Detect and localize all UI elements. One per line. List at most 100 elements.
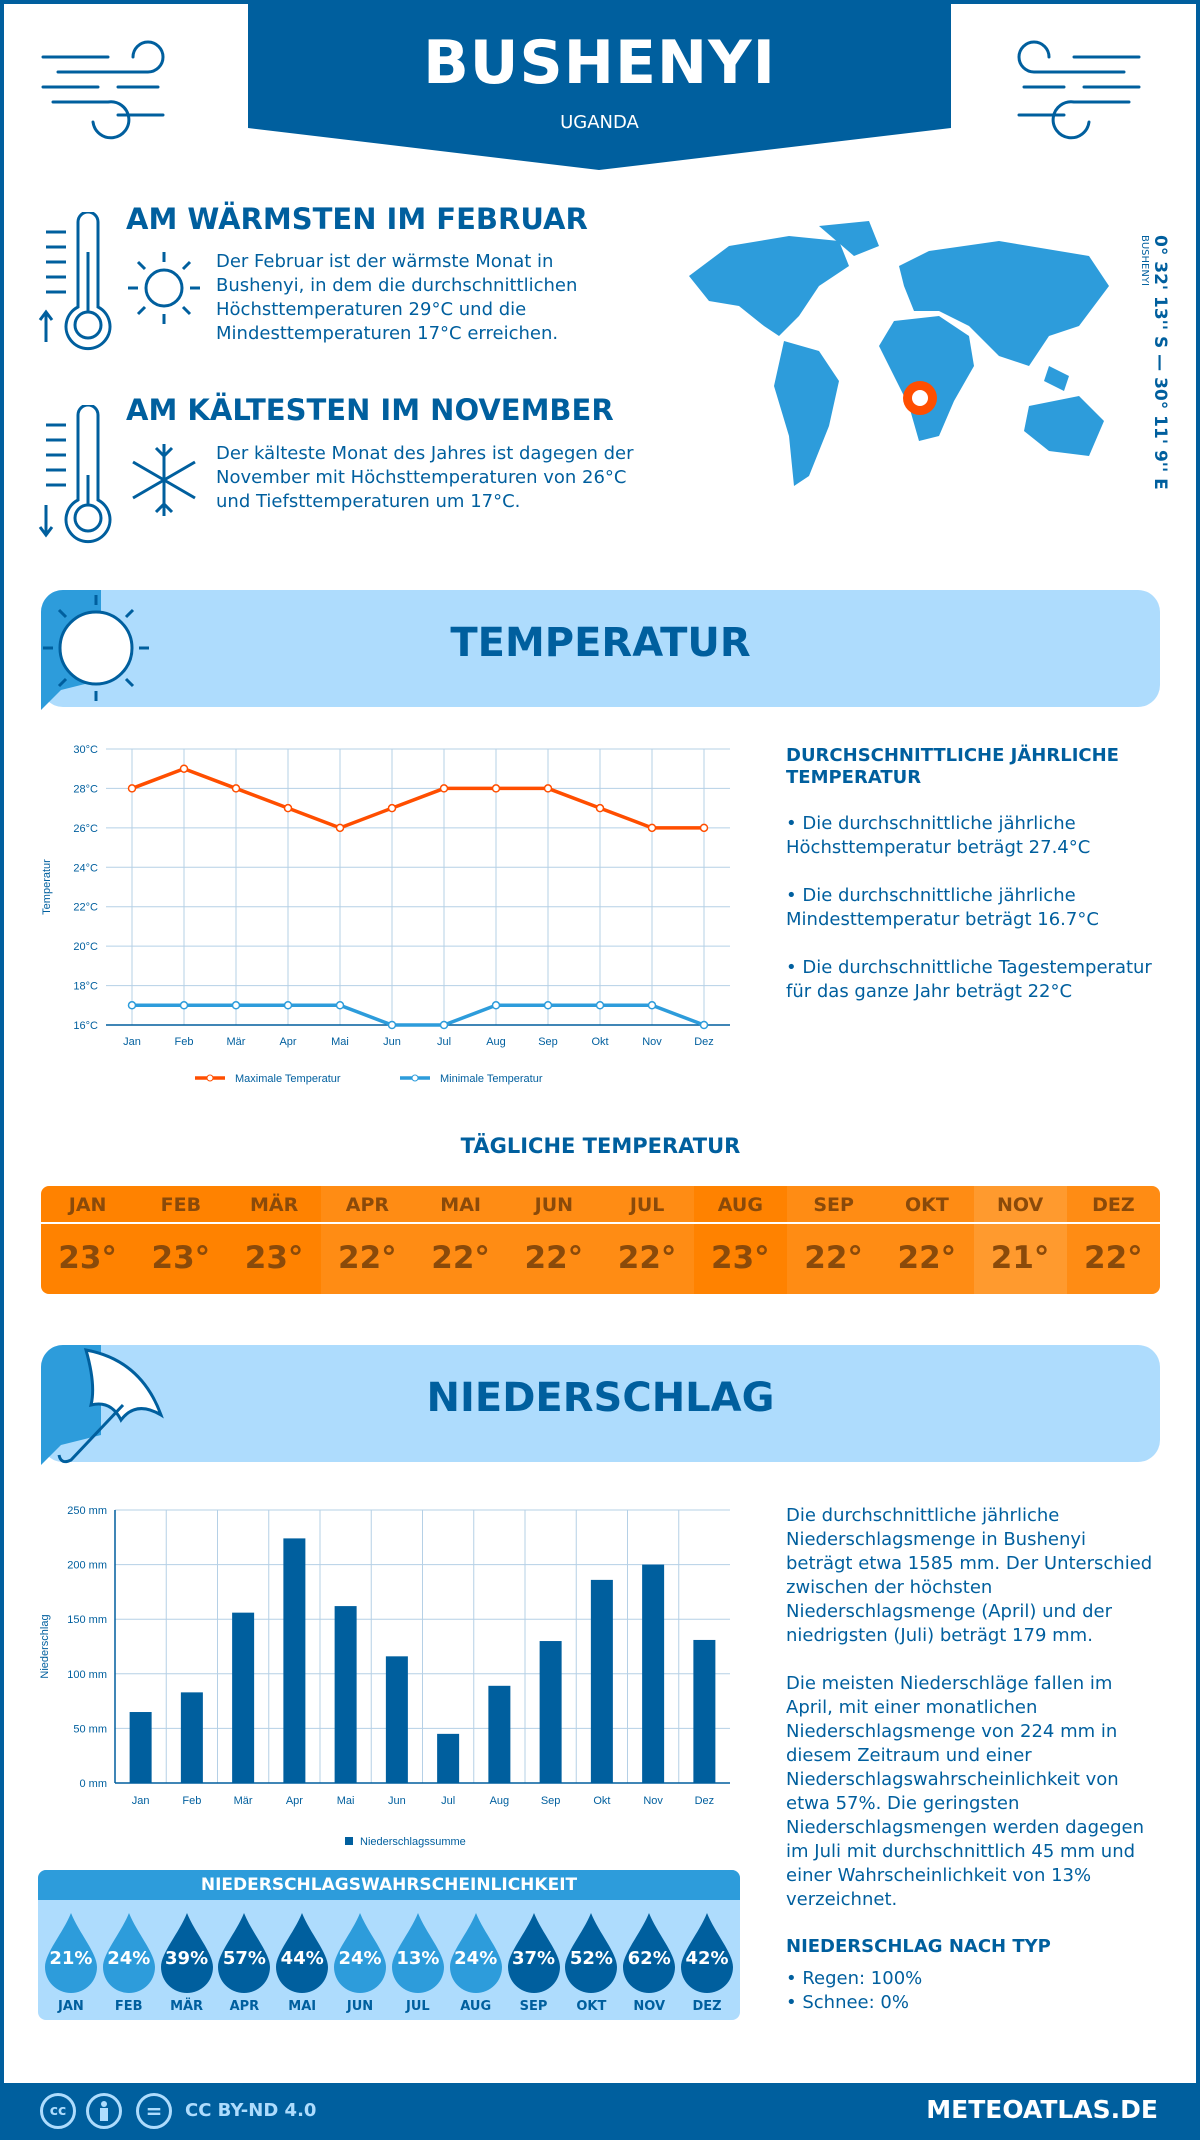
x-tick-label: Jun [383, 1036, 401, 1048]
y-tick-label: 26°C [73, 823, 98, 835]
warmest-text: Der Februar ist der wärmste Monat in Bus… [216, 251, 578, 344]
footer: cc = CC BY-ND 4.0 METEOATLAS.DE [0, 2083, 1200, 2140]
data-point [491, 1001, 501, 1010]
bar [539, 1641, 562, 1783]
annual-temp-bullets: • Die durchschnittliche jährliche Höchst… [786, 812, 1156, 1004]
data-point [231, 784, 241, 793]
legend-swatch [345, 1837, 353, 1845]
world-map [689, 221, 1109, 486]
raindrop-icon [102, 1913, 155, 1993]
x-tick-label: Apr [286, 1795, 303, 1807]
y-tick-label: 16°C [73, 1020, 98, 1032]
probability-month: OKT [576, 1999, 607, 2014]
place-label: BUSHENYI [1139, 235, 1150, 286]
probability-month: JUN [346, 1999, 374, 2014]
probability-drop: 24% AUG [447, 1900, 505, 2014]
location-marker-icon [903, 381, 937, 415]
coldest-heading: AM KÄLTESTEN IM NOVEMBER [126, 393, 614, 427]
daily-value: 23° [151, 1240, 211, 1276]
daily-value: 22° [897, 1240, 957, 1276]
raindrop-icon [391, 1913, 444, 1993]
probability-value: 37% [511, 1948, 556, 1969]
x-tick-label: Apr [279, 1036, 296, 1048]
sun-large-icon [41, 590, 149, 710]
coldest-text: Der kälteste Monat des Jahres ist dagege… [216, 443, 634, 512]
data-point [491, 784, 501, 793]
x-tick-label: Okt [593, 1795, 610, 1807]
x-tick-label: Nov [642, 1036, 662, 1048]
probability-month: NOV [633, 1999, 666, 2014]
daily-month: JUN [507, 1186, 601, 1224]
raindrop-icon [565, 1913, 618, 1993]
series-line-0 [131, 766, 704, 830]
daily-temp-cell: FEB 23° [134, 1186, 228, 1294]
probability-drop: 62% NOV [620, 1900, 678, 2014]
daily-temp-cell: MÄR 23° [227, 1186, 321, 1294]
data-point [283, 1001, 293, 1010]
daily-value: 22° [524, 1240, 584, 1276]
y-tick-label: 100 mm [67, 1669, 107, 1681]
daily-temp-cell: DEZ 22° [1066, 1186, 1160, 1294]
daily-value: 23° [58, 1240, 117, 1276]
daily-temp-title: TÄGLICHE TEMPERATUR [460, 1134, 741, 1158]
type-rain: • Regen: 100% [786, 1968, 923, 1989]
coordinates: 0° 32' 13'' S — 30° 11' 9'' E [1150, 235, 1170, 490]
daily-value: 22° [431, 1240, 490, 1276]
x-tick-label: Dez [694, 1036, 714, 1048]
probability-drop: 21% JAN [42, 1900, 100, 2014]
temperature-title: TEMPERATUR [450, 620, 751, 666]
raindrop-icon [160, 1913, 213, 1993]
site-link[interactable]: METEOATLAS.DE [926, 2095, 1158, 2124]
thermometer-warm-icon [38, 212, 112, 351]
x-tick-label: Jan [132, 1795, 150, 1807]
bar [590, 1579, 613, 1783]
precip-probability-panel: NIEDERSCHLAGSWAHRSCHEINLICHKEIT 21% JAN 24… [38, 1870, 740, 2020]
data-point [335, 1001, 345, 1010]
daily-value: 22° [804, 1240, 863, 1276]
probability-month: DEZ [692, 1999, 722, 2014]
x-tick-label: Nov [643, 1795, 663, 1807]
coordinates-block: 0° 32' 13'' S — 30° 11' 9'' E BUSHENYI [1139, 235, 1170, 490]
temperature-chart: 16°C 18°C 20°C 22°C 24°C 26°C 28°C 30°C Jan Feb Mä… [41, 744, 730, 1085]
bullet-avg: • Die durchschnittliche Tagestemperatur … [786, 957, 1152, 1002]
y-tick-label: 28°C [73, 783, 98, 795]
x-tick-label: Jun [388, 1795, 406, 1807]
probability-drop: 37% SEP [505, 1900, 563, 2014]
data-point [595, 803, 605, 813]
daily-temp-cell: APR 22° [320, 1186, 414, 1294]
probability-month: AUG [460, 1999, 492, 2014]
header-banner [248, 0, 951, 170]
daily-month: JUL [600, 1186, 694, 1224]
raindrop-icon [623, 1913, 676, 1993]
y-tick-label: 150 mm [67, 1614, 107, 1626]
x-tick-label: Mai [331, 1036, 349, 1048]
probability-drop: 39% MÄR [158, 1900, 216, 2014]
probability-drop: 24% JUN [331, 1900, 389, 2014]
data-point [387, 1020, 397, 1030]
bar [232, 1612, 255, 1783]
daily-temp-table: JAN 23° FEB 23° MÄR 23° APR 22° MAI 22° JUN 22° JUL 2… [41, 1186, 1160, 1294]
x-tick-label: Mär [234, 1795, 253, 1807]
y-tick-label: 50 mm [73, 1723, 107, 1735]
daily-value: 22° [338, 1240, 397, 1276]
probability-value: 24% [338, 1948, 382, 1969]
daily-temp-cell: AUG 23° [693, 1186, 787, 1294]
wind-icon-left [41, 40, 165, 140]
snowflake-icon [132, 444, 196, 516]
attribution-icon [86, 2093, 122, 2129]
x-tick-label: Aug [486, 1036, 506, 1048]
probability-drop: 13% JUL [389, 1900, 447, 2014]
country-label: UGANDA [560, 112, 639, 133]
probability-value: 39% [165, 1948, 209, 1969]
probability-month: MAI [288, 1999, 317, 2014]
daily-temp-cell: SEP 22° [787, 1186, 881, 1294]
series-line-1 [132, 1003, 705, 1027]
probability-drops: 21% JAN 24% FEB 39% MÄR 57% APR 44% MAI 24% JUN 13% J… [38, 1900, 740, 2014]
raindrop-icon [44, 1913, 97, 1993]
data-point [335, 823, 345, 833]
daily-value: 21° [990, 1240, 1050, 1276]
daily-temp-cell: OKT 22° [880, 1186, 974, 1294]
daily-month: MÄR [227, 1186, 321, 1224]
x-tick-label: Sep [538, 1036, 558, 1048]
probability-drop: 57% APR [215, 1900, 273, 2014]
